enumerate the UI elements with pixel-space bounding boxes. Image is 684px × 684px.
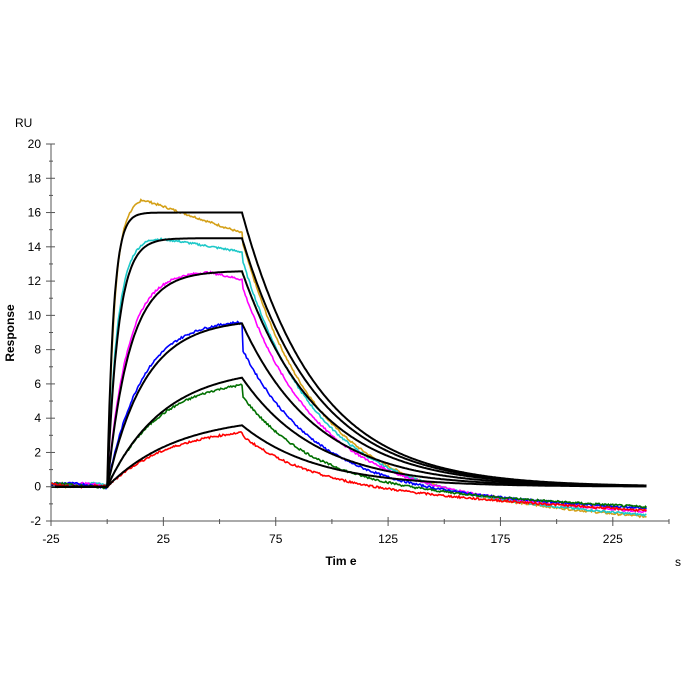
- y-unit-label: RU: [15, 116, 32, 130]
- x-tick-label: 225: [603, 532, 623, 546]
- y-tick-label: 12: [28, 274, 42, 288]
- y-tick-label: 10: [28, 308, 42, 322]
- fit-curve-conc-3: [51, 270, 647, 488]
- fit-curve-conc-6: [51, 424, 647, 488]
- y-tick-label: 16: [28, 206, 42, 220]
- experimental-curve-conc-6: [50, 431, 648, 513]
- x-tick-label: -25: [42, 532, 60, 546]
- y-tick-label: 8: [34, 343, 41, 357]
- experimental-curve-conc-3: [50, 270, 647, 514]
- y-tick-label: -2: [30, 514, 41, 528]
- y-tick-label: 14: [28, 240, 42, 254]
- experimental-curve-conc-4: [50, 320, 647, 510]
- y-tick-label: 2: [34, 445, 41, 459]
- fit-curve-conc-2: [51, 237, 647, 488]
- curves-layer: [50, 198, 648, 519]
- x-tick-label: 25: [157, 532, 171, 546]
- fit-curve-conc-5: [51, 376, 647, 488]
- y-tick-label: 20: [28, 137, 42, 151]
- x-tick-label: 125: [378, 532, 398, 546]
- fit-curve-conc-1: [51, 211, 647, 488]
- x-axis-title: Tim e: [325, 554, 356, 568]
- x-tick-label: 175: [490, 532, 510, 546]
- x-tick-label: 75: [269, 532, 283, 546]
- x-unit-label: s: [675, 555, 681, 569]
- axes-layer: -2 0 2 4 6 8 10 12 14 16 18 20 -25 25 75 125 175 225: [28, 137, 670, 546]
- y-tick-label: 18: [28, 171, 42, 185]
- experimental-curve-conc-2: [50, 237, 647, 518]
- y-axis-title: Response: [3, 304, 17, 362]
- y-tick-label: 0: [34, 480, 41, 494]
- y-tick-label: 6: [34, 377, 41, 391]
- experimental-curve-conc-5: [50, 383, 648, 509]
- y-tick-label: 4: [34, 411, 41, 425]
